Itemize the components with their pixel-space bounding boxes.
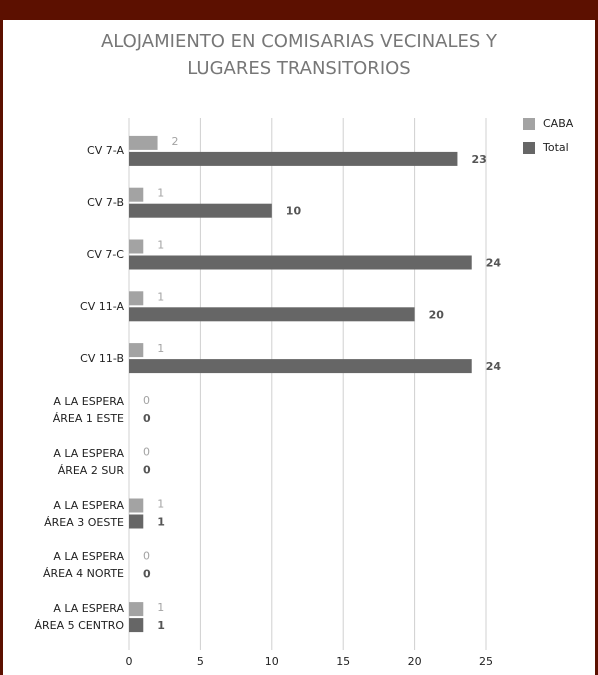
y-tick-label: CV 11-B [80, 351, 124, 365]
x-tick-label: 20 [408, 655, 422, 668]
bar [129, 343, 144, 358]
x-tick-label: 5 [197, 655, 204, 668]
bar [129, 359, 472, 374]
chart-title: ALOJAMIENTO EN COMISARIAS VECINALES Y LU… [100, 31, 498, 79]
data-label: 23 [471, 153, 486, 166]
bar [129, 135, 158, 150]
legend-label: Total [542, 141, 569, 154]
data-label: 1 [157, 187, 164, 200]
data-label: 0 [143, 394, 150, 407]
y-tick-label: A LA ESPERA ÁREA 1 ESTE [52, 394, 124, 425]
bar [129, 498, 144, 513]
x-tick-label: 15 [336, 655, 350, 668]
data-label: 2 [172, 135, 179, 148]
data-label: 0 [143, 412, 151, 425]
data-label: 20 [429, 308, 445, 321]
data-label: 1 [157, 290, 164, 303]
data-label: 1 [157, 619, 165, 632]
bar [129, 203, 272, 218]
data-label: 0 [143, 549, 150, 562]
y-tick-label: CV 11-A [80, 299, 124, 313]
y-tick-label: A LA ESPERA ÁREA 5 CENTRO [34, 602, 124, 633]
data-label: 1 [157, 498, 164, 511]
data-label: 24 [486, 360, 502, 373]
data-label: 0 [143, 464, 151, 477]
y-tick-label: CV 7-A [87, 144, 124, 158]
y-tick-label: A LA ESPERA ÁREA 3 OESTE [44, 498, 124, 529]
bar [129, 602, 144, 617]
y-tick-label: A LA ESPERA ÁREA 2 SUR [53, 446, 124, 477]
data-label: 1 [157, 516, 165, 529]
data-label: 1 [157, 239, 164, 252]
legend-swatch [523, 142, 535, 154]
x-tick-label: 10 [265, 655, 279, 668]
data-label: 1 [157, 342, 164, 355]
bar [129, 618, 144, 633]
x-tick-label: 25 [479, 655, 493, 668]
legend-swatch [523, 118, 535, 130]
y-tick-label: A LA ESPERA ÁREA 4 NORTE [42, 550, 124, 581]
bar [129, 151, 458, 166]
data-label: 24 [486, 257, 502, 270]
bar [129, 291, 144, 306]
x-tick-label: 0 [126, 655, 133, 668]
legend-label: CABA [543, 117, 574, 130]
data-label: 1 [157, 601, 164, 614]
bar [129, 187, 144, 202]
bar [129, 514, 144, 529]
background [3, 20, 595, 675]
y-tick-label: CV 7-C [86, 248, 124, 261]
data-label: 10 [286, 205, 302, 218]
bar [129, 307, 415, 322]
data-label: 0 [143, 567, 151, 580]
bar [129, 239, 144, 254]
data-label: 0 [143, 446, 150, 459]
y-tick-label: CV 7-B [87, 196, 124, 210]
bar [129, 255, 472, 270]
